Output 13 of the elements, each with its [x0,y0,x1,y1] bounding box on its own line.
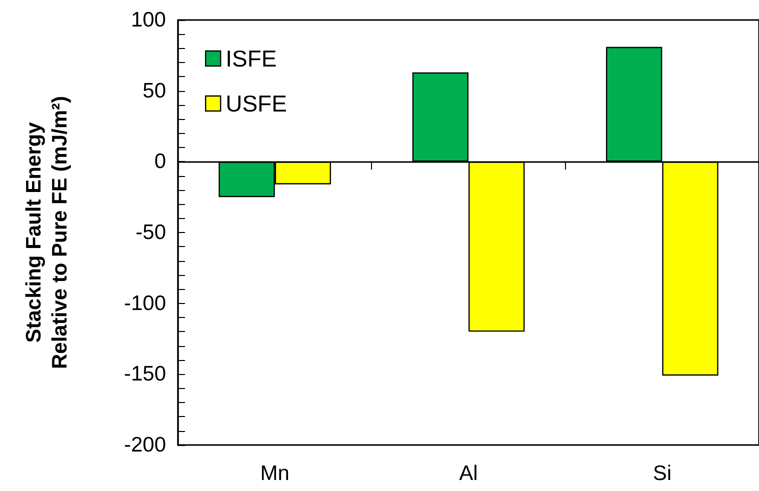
y-tick-label: -50 [136,221,166,244]
legend-label: USFE [226,90,287,116]
y-axis-title: Stacking Fault Energy Relative to Pure FE (mJ/m²) [22,96,72,370]
x-tick-label: Si [652,462,672,485]
y-tick-label: 0 [154,150,166,174]
y-tick-label: -200 [124,434,166,456]
y-tick-label: 50 [142,79,166,102]
legend-label: ISFE [226,46,277,72]
x-tick-label: Al [459,462,478,485]
x-tick-label: Mn [260,462,290,485]
y-tick-label: 100 [130,8,166,32]
y-tick-label: -150 [124,362,166,386]
y-tick-label: -100 [124,292,166,315]
